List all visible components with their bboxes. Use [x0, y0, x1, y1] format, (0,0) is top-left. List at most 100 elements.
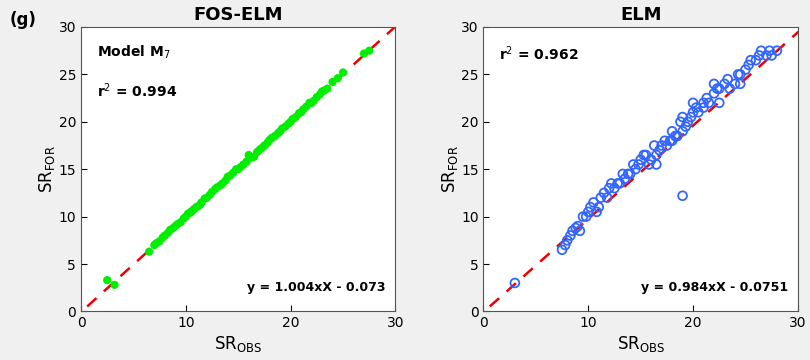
Point — [713, 86, 726, 91]
Point — [582, 209, 595, 215]
Point — [224, 173, 237, 179]
Point — [648, 143, 661, 148]
Point — [268, 133, 281, 139]
Point — [275, 126, 288, 131]
Point — [274, 129, 287, 134]
Point — [613, 181, 626, 186]
Point — [697, 100, 710, 106]
Point — [666, 129, 679, 134]
Point — [676, 114, 689, 120]
Point — [723, 86, 736, 91]
Text: (g): (g) — [10, 11, 36, 29]
Point — [234, 165, 247, 170]
Point — [760, 53, 773, 58]
Point — [150, 240, 163, 246]
Title: ELM: ELM — [620, 6, 662, 24]
Point — [331, 75, 344, 81]
Point — [637, 152, 650, 158]
Point — [731, 72, 744, 77]
Title: FOS-ELM: FOS-ELM — [194, 6, 283, 24]
Point — [763, 48, 776, 54]
Point — [680, 124, 693, 130]
Point — [194, 201, 207, 207]
Point — [692, 109, 705, 115]
Point — [206, 189, 219, 195]
Point — [556, 247, 569, 253]
Point — [188, 206, 201, 212]
Point — [286, 116, 299, 122]
Point — [577, 214, 590, 220]
Point — [739, 67, 752, 73]
Point — [245, 155, 258, 161]
Point — [669, 133, 682, 139]
Point — [749, 57, 762, 63]
Y-axis label: SR$_{\mathregular{FOR}}$: SR$_{\mathregular{FOR}}$ — [37, 145, 58, 193]
Point — [318, 87, 330, 93]
Point — [179, 214, 192, 220]
Point — [660, 143, 673, 148]
Point — [629, 166, 642, 172]
Point — [561, 238, 573, 243]
Point — [653, 147, 666, 153]
Point — [621, 171, 634, 177]
Point — [300, 104, 313, 109]
Point — [627, 162, 640, 167]
X-axis label: SR$_{\mathregular{OBS}}$: SR$_{\mathregular{OBS}}$ — [616, 334, 665, 355]
Point — [198, 196, 211, 202]
Point — [650, 152, 663, 158]
Point — [650, 162, 663, 167]
Point — [573, 228, 586, 234]
Point — [192, 203, 205, 209]
Point — [261, 140, 274, 145]
Point — [190, 204, 202, 210]
Point — [174, 219, 187, 225]
Point — [247, 154, 260, 160]
Point — [663, 138, 676, 144]
Point — [181, 211, 194, 217]
Point — [603, 185, 616, 191]
Point — [666, 138, 679, 144]
Point — [313, 91, 326, 97]
Y-axis label: SR$_{\mathregular{FOR}}$: SR$_{\mathregular{FOR}}$ — [440, 145, 459, 193]
Point — [195, 199, 208, 205]
Point — [571, 223, 584, 229]
Point — [255, 145, 268, 151]
Point — [211, 184, 224, 190]
Point — [707, 90, 720, 96]
Text: r$^2$ = 0.962: r$^2$ = 0.962 — [499, 44, 578, 63]
Point — [326, 79, 339, 85]
Point — [258, 143, 271, 148]
Point — [295, 109, 308, 115]
Point — [159, 233, 172, 238]
Point — [605, 181, 618, 186]
Point — [305, 100, 318, 106]
Point — [707, 81, 720, 87]
Point — [642, 162, 655, 167]
Point — [598, 190, 611, 196]
Point — [687, 109, 700, 115]
X-axis label: SR$_{\mathregular{OBS}}$: SR$_{\mathregular{OBS}}$ — [214, 334, 262, 355]
Point — [584, 204, 597, 210]
Point — [167, 225, 180, 231]
Point — [580, 214, 593, 220]
Point — [164, 227, 177, 233]
Point — [250, 149, 263, 155]
Point — [681, 119, 694, 125]
Point — [108, 282, 121, 288]
Point — [336, 69, 349, 75]
Point — [619, 176, 632, 181]
Point — [689, 105, 702, 111]
Point — [592, 204, 605, 210]
Point — [671, 133, 684, 139]
Point — [310, 94, 323, 100]
Point — [616, 171, 629, 177]
Point — [676, 193, 689, 199]
Point — [316, 89, 329, 94]
Point — [148, 242, 161, 248]
Point — [279, 124, 292, 130]
Point — [674, 119, 687, 125]
Point — [655, 143, 668, 148]
Point — [220, 178, 232, 184]
Point — [265, 135, 278, 141]
Point — [161, 230, 174, 235]
